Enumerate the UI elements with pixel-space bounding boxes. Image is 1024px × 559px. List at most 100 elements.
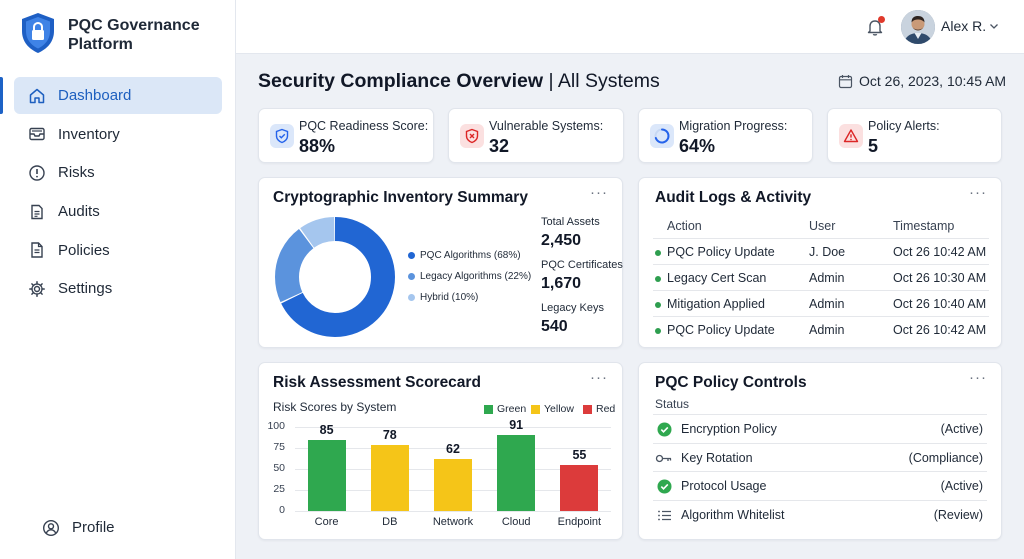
cell-action: Mitigation Applied [667, 297, 765, 311]
kpi-card-alerts[interactable]: Policy Alerts: 5 [827, 108, 1002, 163]
policy-row[interactable]: Protocol Usage (Active) [653, 471, 987, 500]
x-tick-label: Network [432, 516, 474, 528]
bar-value-label: 62 [446, 441, 460, 456]
brand[interactable]: PQC Governance Platform [20, 12, 208, 54]
sidebar-item-label: Risks [58, 164, 95, 182]
status-dot [655, 250, 661, 256]
home-icon [28, 87, 46, 105]
legend-label: Legacy Algorithms (22%) [420, 271, 532, 282]
inventory-donut-chart [275, 217, 395, 337]
user-circle-icon [42, 519, 60, 537]
policy-state: (Active) [940, 422, 983, 436]
x-tick-label: DB [382, 516, 398, 528]
card-title: Audit Logs & Activity [655, 189, 812, 206]
sidebar-item-label: Dashboard [58, 87, 132, 104]
table-row[interactable]: Mitigation Applied Admin Oct 26 10:40 AM [653, 290, 989, 316]
gridline [295, 448, 611, 449]
column-header-user: User [809, 219, 836, 233]
column-header-timestamp: Timestamp [893, 219, 955, 233]
y-tick-label: 100 [267, 420, 285, 432]
sidebar-item-inventory[interactable]: Inventory [14, 116, 222, 153]
sidebar-nav: Dashboard Inventory Risks Audits Policie… [0, 77, 236, 309]
bar-value-label: 55 [572, 447, 587, 462]
y-tick-label: 25 [273, 483, 285, 495]
table-row[interactable]: PQC Policy Update Admin Oct 26 10:42 AM [653, 316, 989, 342]
sidebar-item-label: Audits [58, 203, 100, 221]
y-tick-label: 50 [273, 462, 285, 474]
legend-item-hybrid: Hybrid (10%) [408, 292, 478, 303]
shield-lock-logo-icon [22, 13, 54, 53]
audit-card: Audit Logs & Activity ··· Action User Ti… [638, 177, 1002, 348]
x-tick-label: Core [314, 516, 339, 528]
more-menu-button[interactable]: ··· [590, 369, 608, 386]
sidebar-item-profile[interactable]: Profile [28, 509, 236, 546]
bar-value-label: 85 [319, 422, 334, 437]
policy-name: Key Rotation [681, 450, 753, 465]
chart-subtitle: Risk Scores by System [273, 400, 397, 414]
policy-name: Encryption Policy [681, 422, 777, 436]
alert-circle-icon [28, 164, 46, 182]
policy-name: Algorithm Whitelist [681, 507, 785, 522]
cell-timestamp: Oct 26 10:42 AM [893, 323, 987, 337]
gear-icon [28, 280, 46, 298]
topbar: Alex R. [236, 0, 1024, 54]
progress-ring-icon [650, 124, 674, 148]
kpi-card-migration[interactable]: Migration Progress: 64% [638, 108, 813, 163]
user-name[interactable]: Alex R. [941, 18, 987, 34]
table-row[interactable]: Legacy Cert Scan Admin Oct 26 10:30 AM [653, 264, 989, 290]
policy-row[interactable]: Algorithm Whitelist (Review) [653, 499, 987, 529]
kpi-label: PQC Readiness Score: [299, 119, 429, 133]
policy-state: (Review) [933, 507, 983, 522]
y-tick-label: 0 [279, 504, 285, 516]
card-title: Cryptographic Inventory Summary [273, 189, 528, 206]
status-dot [655, 328, 661, 334]
legend-dot [408, 252, 415, 259]
cell-action: Legacy Cert Scan [667, 271, 767, 285]
bar-value-label: 78 [382, 428, 397, 443]
app-title: PQC Governance Platform [68, 17, 200, 53]
policy-name: Protocol Usage [681, 479, 767, 493]
inbox-icon [28, 125, 46, 143]
table-row[interactable]: PQC Policy Update J. Doe Oct 26 10:42 AM [653, 238, 989, 264]
policy-row[interactable]: Encryption Policy (Active) [653, 414, 987, 443]
status-dot [655, 276, 661, 282]
more-menu-button[interactable]: ··· [969, 184, 987, 201]
legend-item-pqc: PQC Algorithms (68%) [408, 250, 521, 261]
legend-dot [408, 294, 415, 301]
sidebar-item-policies[interactable]: Policies [14, 232, 222, 269]
kpi-card-readiness[interactable]: PQC Readiness Score: 88% [258, 108, 434, 163]
notifications-button[interactable] [864, 16, 886, 38]
datetime-text: Oct 26, 2023, 10:45 AM [859, 73, 1007, 89]
clipboard-icon [28, 203, 46, 221]
bar-endpoint [560, 464, 599, 511]
sidebar-item-label: Policies [58, 241, 110, 259]
policy-row[interactable]: Key Rotation (Compliance) [653, 442, 987, 472]
kpi-label: Vulnerable Systems: [489, 119, 604, 133]
more-menu-button[interactable]: ··· [969, 369, 987, 386]
stat-label: Legacy Keys [541, 302, 604, 314]
x-tick-label: Cloud [501, 516, 531, 528]
legend-item-yellow: Yellow [531, 403, 574, 415]
avatar[interactable] [901, 10, 935, 44]
warning-triangle-icon [839, 124, 863, 148]
document-icon [28, 241, 46, 259]
cell-action: PQC Policy Update [667, 323, 775, 337]
sidebar-item-settings[interactable]: Settings [14, 270, 222, 307]
check-circle-icon [657, 422, 672, 437]
sidebar-item-risks[interactable]: Risks [14, 154, 222, 191]
bar-core [307, 439, 346, 511]
sidebar-item-dashboard[interactable]: Dashboard [0, 77, 222, 114]
more-menu-button[interactable]: ··· [590, 184, 608, 201]
chevron-down-icon[interactable] [988, 20, 1000, 32]
stat-label: PQC Certificates [541, 259, 623, 271]
legend-swatch [531, 404, 540, 414]
legend-swatch [583, 404, 592, 414]
cell-user: Admin [809, 323, 845, 337]
policy-card: PQC Policy Controls ··· Status Encryptio… [638, 362, 1002, 540]
x-tick-label: Endpoint [557, 516, 602, 528]
sidebar-item-audits[interactable]: Audits [14, 193, 222, 230]
sidebar-item-label: Inventory [58, 125, 120, 143]
bar-value-label: 91 [509, 417, 524, 432]
kpi-card-vulnerable[interactable]: Vulnerable Systems: 32 [448, 108, 624, 163]
kpi-value: 32 [489, 136, 510, 156]
